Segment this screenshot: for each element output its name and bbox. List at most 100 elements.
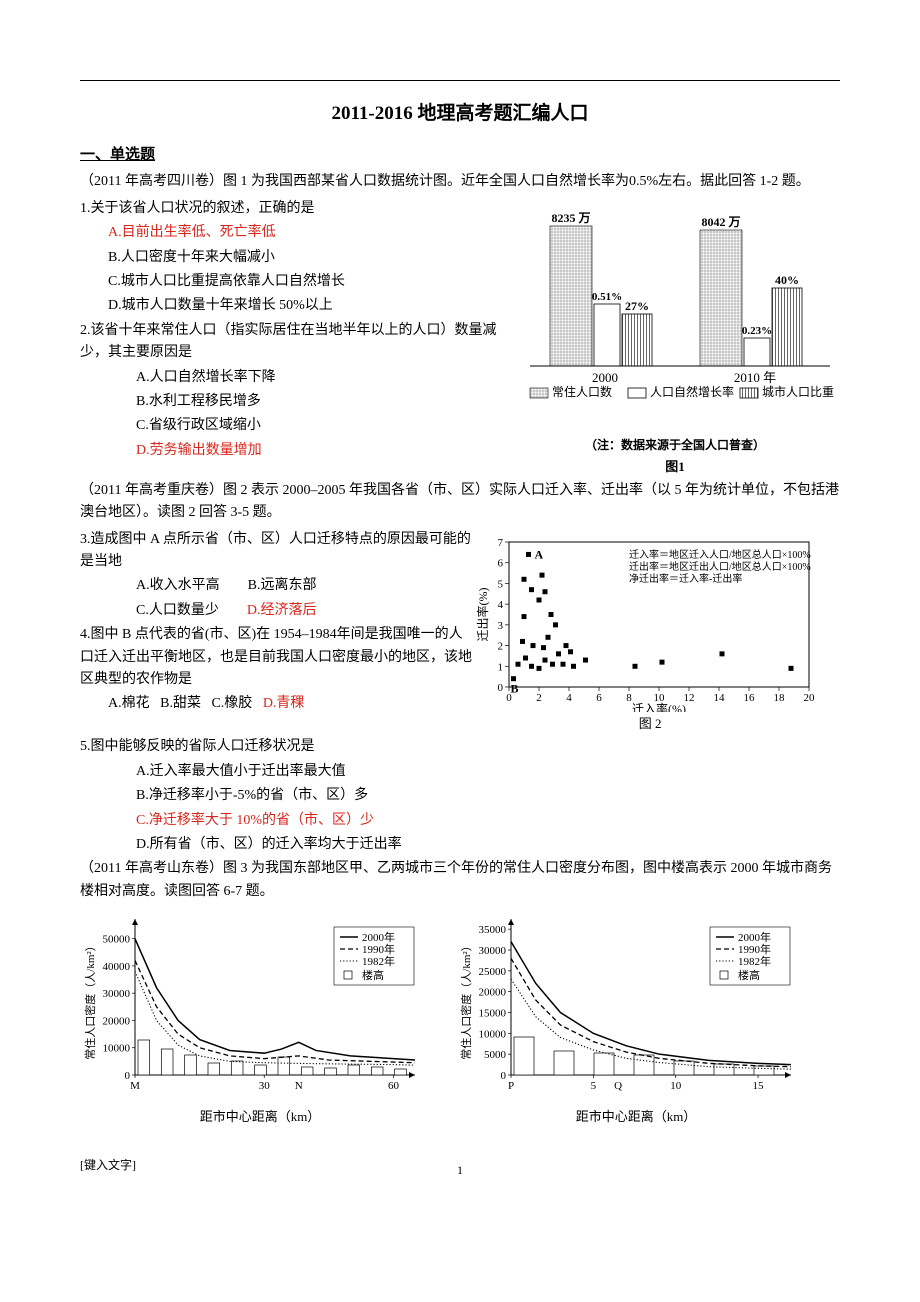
svg-text:18: 18 — [774, 692, 786, 704]
svg-text:迁入率＝地区迁入人口/地区总人口×100%: 迁入率＝地区迁入人口/地区总人口×100% — [629, 548, 811, 561]
q3-optC: C.人口数量少 — [136, 603, 219, 618]
q4-stem: 4.图中 B 点代表的省(市、区)在 1954–1984年间是我国唯一的人口迁入… — [80, 624, 475, 691]
q4-optC: C.橡胶 — [211, 696, 252, 711]
svg-text:10000: 10000 — [103, 1043, 131, 1055]
svg-text:15: 15 — [753, 1080, 765, 1092]
svg-text:城市人口比重: 城市人口比重 — [762, 384, 834, 399]
svg-text:5: 5 — [498, 578, 504, 590]
svg-text:4: 4 — [498, 599, 504, 611]
svg-text:8042 万: 8042 万 — [701, 215, 740, 229]
q5-optB: B.净迁移率小于-5%的省（市、区）多 — [80, 785, 840, 807]
svg-text:0: 0 — [501, 1070, 507, 1082]
svg-text:迁出率＝地区迁出人口/地区总人口×100%: 迁出率＝地区迁出人口/地区总人口×100% — [629, 560, 811, 573]
fig3-right-chart: 05000100001500020000250003000035000P5101… — [456, 905, 816, 1105]
fig2-caption: 图 2 — [475, 714, 825, 735]
top-rule — [80, 80, 840, 81]
fig1-caption: 图1 — [510, 457, 840, 478]
svg-text:人口自然增长率: 人口自然增长率 — [650, 384, 734, 399]
q3-optsCD: C.人口数量少 D.经济落后 — [80, 600, 475, 622]
svg-text:10: 10 — [670, 1080, 682, 1092]
svg-text:30000: 30000 — [103, 988, 131, 1000]
q5-optD: D.所有省（市、区）的迁入率均大于迁出率 — [80, 834, 840, 856]
svg-text:1982年: 1982年 — [738, 954, 771, 968]
svg-text:迁出率(%): 迁出率(%) — [475, 587, 490, 641]
fig3-left-chart: 01000020000300004000050000M3060N常住人口密度（人… — [80, 905, 440, 1105]
svg-text:2000: 2000 — [592, 370, 618, 385]
q3-optD: D.经济落后 — [247, 603, 317, 618]
svg-text:常住人口数: 常住人口数 — [552, 384, 612, 399]
q5-stem: 5.图中能够反映的省际人口迁移状况是 — [80, 736, 840, 758]
svg-text:2010 年: 2010 年 — [734, 370, 776, 385]
q1-optD: D.城市人口数量十年来增长 50%以上 — [80, 295, 510, 317]
svg-text:2000年: 2000年 — [738, 930, 771, 944]
footer-left: [键入文字] — [80, 1156, 136, 1175]
svg-text:16: 16 — [744, 692, 756, 704]
svg-text:0.51%: 0.51% — [592, 291, 622, 303]
svg-text:2000年: 2000年 — [362, 930, 395, 944]
fig3-right-xlabel: 距市中心距离（km） — [456, 1107, 816, 1128]
q2-optA: A.人口自然增长率下降 — [80, 367, 510, 389]
q4-optB: B.甜菜 — [160, 696, 201, 711]
svg-text:迁入率(%): 迁入率(%) — [632, 701, 686, 712]
q3-q4-block: 3.造成图中 A 点所示省（市、区）人口迁移特点的原因最可能的是当地 A.收入水… — [80, 527, 475, 718]
svg-text:1982年: 1982年 — [362, 954, 395, 968]
para-shandong: （2011 年高考山东卷）图 3 为我国东部地区甲、乙两城市三个年份的常住人口密… — [80, 858, 840, 903]
para-sichuan: （2011 年高考四川卷）图 1 为我国西部某省人口数据统计图。近年全国人口自然… — [80, 171, 840, 193]
svg-text:1990年: 1990年 — [738, 942, 771, 956]
svg-text:0.23%: 0.23% — [742, 325, 772, 337]
q2-optD: D.劳务输出数量增加 — [80, 440, 510, 462]
svg-text:5000: 5000 — [484, 1049, 507, 1061]
fig1-note: （注：数据来源于全国人口普查） — [510, 436, 840, 455]
svg-text:1: 1 — [498, 661, 504, 673]
svg-text:净迁出率＝迁入率-迁出率: 净迁出率＝迁入率-迁出率 — [629, 572, 742, 585]
q1-q2-block: 1.关于该省人口状况的叙述，正确的是 A.目前出生率低、死亡率低 B.人口密度十… — [80, 196, 510, 464]
q2-optC: C.省级行政区域缩小 — [80, 415, 510, 437]
svg-text:B: B — [511, 681, 519, 695]
q4-opts: A.棉花 B.甜菜 C.橡胶 D.青稞 — [80, 693, 475, 715]
svg-text:Q: Q — [614, 1080, 622, 1092]
svg-text:27%: 27% — [625, 299, 649, 313]
q2-optB: B.水利工程移民增多 — [80, 391, 510, 413]
svg-text:10000: 10000 — [479, 1028, 507, 1040]
fig2-chart: 0246810121416182001234567迁入率(%)迁出率(%)AB迁… — [475, 527, 825, 712]
svg-text:60: 60 — [388, 1080, 400, 1092]
svg-text:常住人口密度（人/km²）: 常住人口密度（人/km²） — [83, 940, 97, 1059]
q1-optC: C.城市人口比重提高依靠人口自然增长 — [80, 271, 510, 293]
svg-text:15000: 15000 — [479, 1008, 507, 1020]
q3-optsAB: A.收入水平高 B.远离东部 — [80, 575, 475, 597]
q3-stem: 3.造成图中 A 点所示省（市、区）人口迁移特点的原因最可能的是当地 — [80, 529, 475, 574]
svg-text:楼高: 楼高 — [362, 968, 384, 982]
svg-text:常住人口密度（人/km²）: 常住人口密度（人/km²） — [459, 940, 473, 1059]
figure-2: 0246810121416182001234567迁入率(%)迁出率(%)AB迁… — [475, 527, 825, 735]
fig3-left-xlabel: 距市中心距离（km） — [80, 1107, 440, 1128]
svg-text:6: 6 — [498, 557, 504, 569]
figure-3-left: 01000020000300004000050000M3060N常住人口密度（人… — [80, 905, 440, 1128]
svg-text:2: 2 — [536, 692, 542, 704]
svg-text:20: 20 — [804, 692, 816, 704]
q5-optA: A.迁入率最大值小于迁出率最大值 — [80, 761, 840, 783]
svg-text:20000: 20000 — [103, 1016, 131, 1028]
q3-optB: B.远离东部 — [248, 578, 317, 593]
svg-text:8235 万: 8235 万 — [551, 211, 590, 225]
svg-text:20000: 20000 — [479, 987, 507, 999]
figure-3-right: 05000100001500020000250003000035000P5101… — [456, 905, 816, 1128]
svg-text:楼高: 楼高 — [738, 968, 760, 982]
q1-stem: 1.关于该省人口状况的叙述，正确的是 — [80, 198, 510, 220]
figure-1: 8235 万0.51%27%20008042 万0.23%40%2010 年常住… — [510, 196, 840, 478]
q2-stem: 2.该省十年来常住人口（指实际居住在当地半年以上的人口）数量减少，其主要原因是 — [80, 320, 510, 365]
svg-text:P: P — [508, 1080, 514, 1092]
fig1-chart: 8235 万0.51%27%20008042 万0.23%40%2010 年常住… — [510, 196, 840, 436]
svg-text:30: 30 — [259, 1080, 271, 1092]
q5-optC: C.净迁移率大于 10%的省（市、区）少 — [80, 810, 840, 832]
svg-text:3: 3 — [498, 619, 504, 631]
svg-text:30000: 30000 — [479, 945, 507, 957]
q3-optA: A.收入水平高 — [136, 578, 220, 593]
svg-text:14: 14 — [714, 692, 726, 704]
svg-text:50000: 50000 — [103, 934, 131, 946]
svg-text:25000: 25000 — [479, 966, 507, 978]
svg-text:35000: 35000 — [479, 924, 507, 936]
q4-optD: D.青稞 — [263, 696, 305, 711]
page-title: 2011-2016 地理高考题汇编人口 — [80, 99, 840, 129]
svg-text:A: A — [535, 547, 544, 561]
para-chongqing: （2011 年高考重庆卷）图 2 表示 2000–2005 年我国各省（市、区）… — [80, 480, 840, 525]
